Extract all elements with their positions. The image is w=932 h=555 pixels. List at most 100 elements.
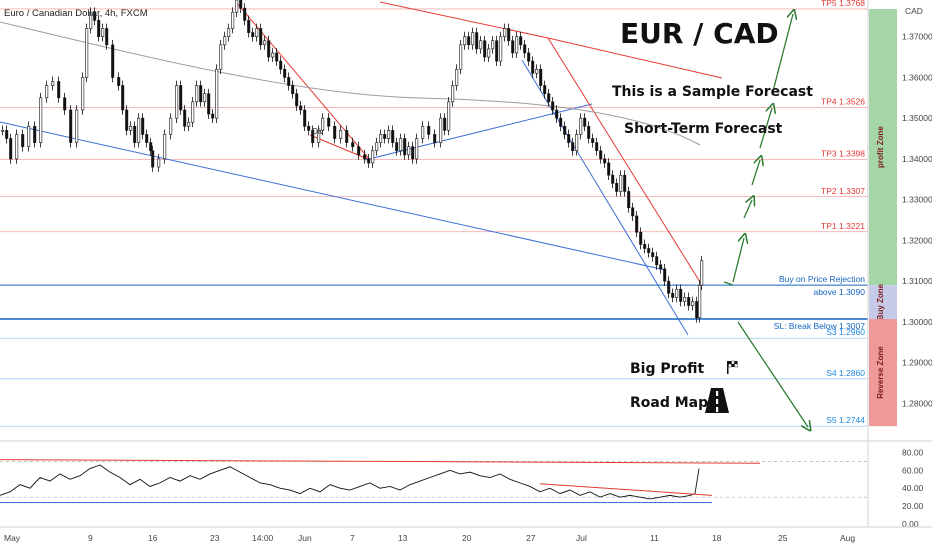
big-profit-note: Big Profit (630, 361, 705, 377)
chart-header: Euro / Canadian Dollar, 4h, FXCM (4, 8, 148, 19)
zone-label-2: Reverse Zone (876, 346, 885, 399)
candle (157, 158, 161, 168)
arrow-down (737, 321, 808, 427)
candle (125, 109, 129, 131)
candle (263, 40, 267, 46)
candle (631, 207, 635, 217)
time-tick: 14:00 (252, 533, 274, 543)
candle (187, 121, 191, 127)
candle (433, 134, 437, 143)
candle (145, 134, 149, 143)
rsi-down-line (539, 483, 713, 496)
candle (439, 117, 443, 143)
candle (357, 146, 361, 156)
candle (163, 134, 167, 160)
candle (421, 125, 425, 139)
candle (695, 301, 699, 319)
arrow-stem (723, 281, 734, 286)
candle (495, 40, 499, 62)
candle (345, 130, 349, 143)
candle (571, 142, 575, 152)
price-tick: 1.35000 (902, 113, 932, 123)
price-tick: 1.30000 (902, 317, 932, 327)
candle (5, 130, 9, 139)
candle (295, 93, 299, 107)
candle (69, 109, 73, 143)
candle (321, 117, 325, 131)
candle (411, 146, 415, 160)
rsi-tick: 20.00 (902, 501, 924, 511)
candle (81, 77, 85, 111)
candle (587, 125, 591, 139)
rsi-tick: 60.00 (902, 465, 924, 475)
candle (451, 85, 455, 103)
candle (623, 174, 627, 192)
price-unit: CAD (905, 6, 923, 16)
candle (567, 134, 571, 143)
candle (175, 85, 179, 119)
candle (51, 81, 55, 86)
short-term-note: Short-Term Forecast (624, 121, 783, 137)
candle (583, 117, 587, 127)
level-label-buy: above 1.3090 (813, 287, 865, 297)
candle (551, 101, 555, 111)
candle (117, 77, 121, 86)
rsi-tick: 40.00 (902, 483, 924, 493)
candle (235, 0, 239, 13)
candle (255, 28, 259, 37)
candle (427, 125, 431, 135)
candle (603, 158, 607, 164)
candle (447, 101, 451, 131)
zone-0 (869, 8, 897, 286)
candle (515, 36, 519, 54)
price-tick: 1.31000 (902, 276, 932, 286)
candle (63, 97, 67, 111)
candle (275, 52, 279, 62)
level-label-sl: SL: Break Below 1.3007 (774, 321, 865, 331)
candle (579, 117, 583, 135)
candle (563, 125, 567, 135)
candle (367, 158, 371, 164)
candle (511, 40, 515, 54)
candle (219, 44, 223, 70)
blue-support-line (0, 121, 666, 271)
candle (647, 248, 651, 253)
candle (643, 244, 647, 249)
candle (535, 68, 539, 74)
arrow-3 (751, 160, 760, 186)
candle (667, 280, 671, 294)
div-label: Div (312, 127, 325, 136)
candle (671, 293, 675, 298)
candle (387, 130, 391, 139)
candle (141, 117, 145, 135)
candle (635, 215, 639, 233)
candle (203, 93, 207, 103)
candle (463, 36, 467, 46)
candle (283, 68, 287, 78)
candle (675, 288, 679, 298)
candle (691, 301, 695, 306)
candle (687, 297, 691, 306)
arrow-2 (743, 200, 752, 219)
candle (39, 97, 43, 143)
rsi-layer: 80.00 60.00 40.00 20.00 0.00 (0, 440, 932, 529)
candle (615, 183, 619, 192)
candle (75, 109, 79, 143)
candle (199, 85, 203, 103)
candle (491, 40, 495, 50)
candle (399, 138, 403, 152)
arrows-layer (723, 14, 808, 427)
candle (459, 44, 463, 70)
price-tick: 1.33000 (902, 195, 932, 205)
candle (655, 256, 659, 266)
candle (683, 297, 687, 302)
candle (543, 85, 547, 95)
candle (211, 113, 215, 119)
sample-forecast-note: This is a Sample Forecast (612, 84, 813, 100)
time-tick: 7 (350, 533, 355, 543)
candle (57, 81, 61, 99)
candle (339, 130, 343, 139)
candle (443, 117, 447, 131)
candle (291, 85, 295, 95)
